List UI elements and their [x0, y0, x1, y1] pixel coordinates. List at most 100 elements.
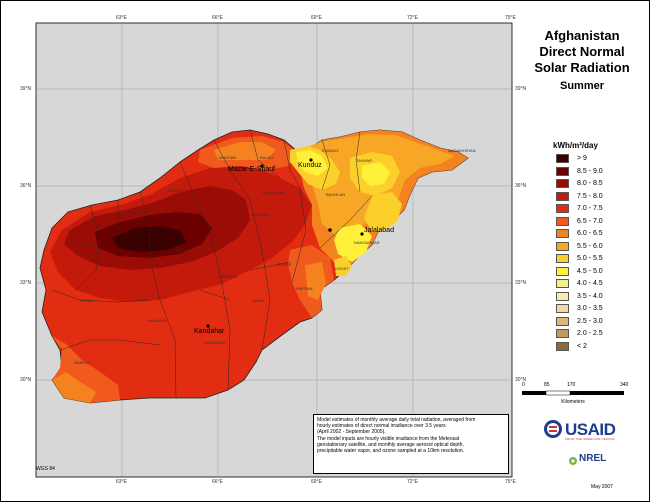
region-sw-6-0 — [52, 372, 96, 403]
region-ne-4-5 — [296, 150, 328, 176]
tick-bottom-72: 72°E — [407, 479, 418, 485]
region-n-6-0 — [214, 142, 276, 160]
province-label: HERAT — [80, 242, 94, 247]
province-label: GHAZNI — [276, 262, 292, 267]
legend-swatch — [556, 216, 569, 226]
usaid-tagline: FROM THE AMERICAN PEOPLE — [565, 437, 615, 441]
scale-unit: Kilometers — [561, 399, 585, 405]
legend-swatch — [556, 229, 569, 238]
province-label: TAKHAR — [356, 158, 372, 163]
legend-label: 6.5 - 7.0 — [577, 217, 603, 225]
tick-left-33: 33°N — [20, 280, 32, 286]
legend-swatch — [556, 304, 569, 313]
legend-label: 7.0 - 7.5 — [577, 205, 603, 212]
tick-left-39: 39°N — [20, 86, 32, 92]
note-line: (April 2002 - September 2005). — [317, 429, 386, 436]
nrel-logo-icon — [569, 457, 577, 465]
note-line: Model estimates of monthly average daily… — [317, 417, 476, 423]
province-label: FARYAB — [168, 188, 184, 193]
legend-swatch — [556, 316, 569, 326]
province-label: BAMYAN — [252, 212, 269, 217]
legend-swatch — [556, 154, 569, 163]
tick-top-72: 72°E — [407, 15, 418, 21]
province-label: GHOR — [176, 248, 188, 253]
province-label: KHOST — [335, 266, 349, 271]
legend-label: 4.0 - 4.5 — [577, 280, 603, 287]
city-label-kunduz: Kunduz — [298, 162, 322, 169]
scale-bar: 0 85 170 340 Kilometers — [520, 382, 630, 410]
scale-bar-graphic — [522, 390, 624, 396]
province-label: FARAH — [80, 298, 94, 303]
tick-bottom-69: 69°E — [311, 479, 322, 485]
province-label: HILMAND — [148, 318, 167, 323]
legend-label: 2.5 - 3.0 — [577, 317, 603, 325]
title-line-3: Solar Radiation — [534, 60, 630, 75]
city-dot-kabul — [328, 228, 332, 232]
tick-right-39: 39°N — [515, 86, 527, 92]
city-dot-kandahar — [206, 324, 210, 328]
nrel-wordmark: NREL — [579, 453, 607, 464]
title-line-1: Afghanistan — [544, 28, 620, 43]
province-label: KUNDUZ — [322, 148, 339, 153]
tick-right-30: 30°N — [515, 377, 527, 383]
legend-swatch — [556, 279, 569, 288]
legend-swatch — [556, 204, 569, 213]
province-boundaries — [51, 129, 373, 399]
city-label-kandahar: Kandahar — [194, 328, 225, 335]
methodology-note: Model estimates of monthly average daily… — [313, 414, 509, 474]
province-label: BADAKHSHAN — [448, 148, 476, 153]
legend-swatch — [556, 191, 569, 201]
province-label: JAWZJAN — [218, 155, 237, 160]
region-se-6-0 — [305, 262, 326, 300]
city-dot-mazar — [260, 164, 264, 168]
region-e-yellow — [364, 192, 402, 232]
tick-bottom-63: 63°E — [116, 479, 127, 485]
tick-top-66: 66°E — [212, 15, 223, 21]
province-label: URUZGAN — [218, 274, 238, 279]
legend-swatch — [556, 241, 569, 251]
city-label-mazar: Mazar-E-Sharif — [228, 166, 276, 173]
tick-left-36: 36°N — [20, 183, 32, 189]
city-dot-kunduz — [309, 158, 313, 162]
scale-label-170: 170 — [567, 382, 576, 388]
legend-label: 4.5 - 5.0 — [577, 267, 603, 275]
tick-left-30: 30°N — [20, 377, 32, 383]
province-label: SAMANGAN — [262, 190, 285, 195]
legend-label: 3.0 - 3.5 — [577, 305, 603, 312]
usaid-emblem-icon — [544, 420, 562, 438]
province-label: KANDAHAR — [204, 340, 227, 345]
legend-label: < 2 — [577, 342, 587, 350]
city-dot-jalalabad — [360, 232, 364, 236]
legend-swatch — [556, 179, 569, 188]
note-line: The model inputs are hourly visible irra… — [317, 435, 460, 442]
province-label: NIMROZ — [74, 360, 90, 365]
legend-swatch — [556, 254, 569, 263]
city-label-jalalabad: Jalalabad — [364, 227, 394, 234]
legend-label: 7.5 - 8.0 — [577, 192, 603, 200]
title-line-2: Direct Normal — [539, 44, 625, 59]
usaid-wordmark: USAID — [565, 420, 616, 439]
tick-top-69: 69°E — [311, 15, 322, 21]
tick-right-36: 36°N — [515, 183, 527, 189]
scale-label-85: 85 — [544, 382, 550, 388]
legend-label: 8.5 - 9.0 — [577, 167, 603, 175]
tick-right-33: 33°N — [515, 280, 527, 286]
legend-label: 5.0 - 5.5 — [577, 255, 603, 262]
tick-bottom-66: 66°E — [212, 479, 223, 485]
note-line: geostationary satellite, and monthly ave… — [317, 441, 464, 448]
scale-label-340: 340 — [620, 382, 629, 388]
legend-label: 3.5 - 4.0 — [577, 292, 603, 300]
legend-swatch — [556, 291, 569, 301]
legend-label: 6.0 - 6.5 — [577, 230, 603, 237]
legend-swatch — [556, 341, 569, 351]
tick-top-63: 63°E — [116, 15, 127, 21]
province-label: ZABUL — [252, 298, 265, 303]
tick-top-75: 75°E — [505, 15, 516, 21]
legend-label: 2.0 - 2.5 — [577, 330, 603, 337]
legend-swatch — [556, 329, 569, 338]
usaid-logo: USAID FROM THE AMERICAN PEOPLE — [543, 420, 633, 442]
legend-label: 8.0 - 8.5 — [577, 180, 603, 187]
region-khost-yellow — [334, 256, 352, 276]
